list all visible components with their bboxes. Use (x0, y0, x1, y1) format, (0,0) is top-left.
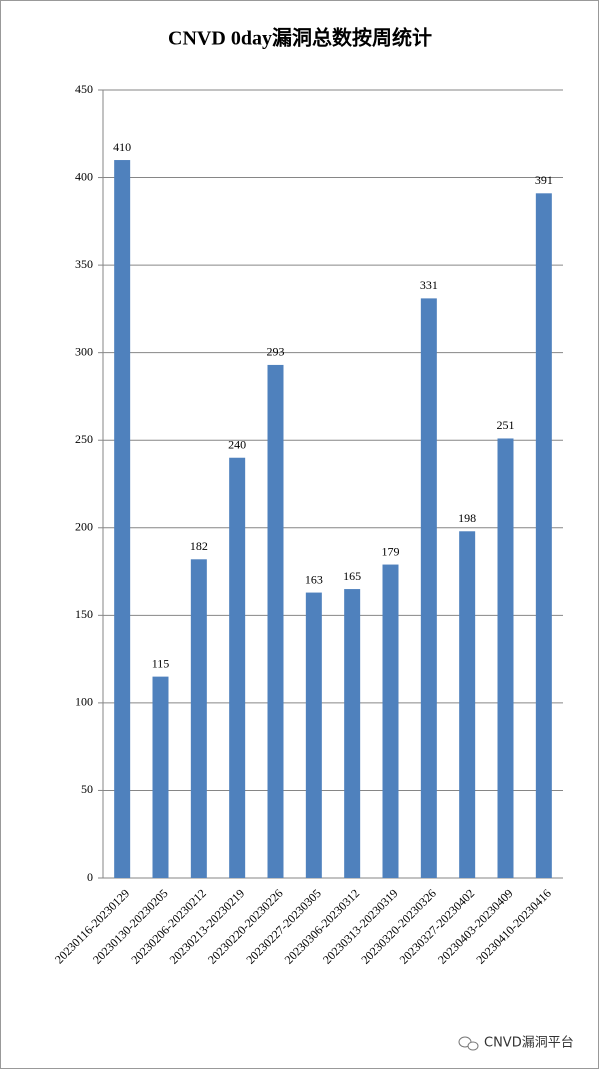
watermark: CNVD漏洞平台 (484, 1035, 574, 1051)
bar (459, 531, 476, 878)
bar (535, 193, 552, 878)
bar (344, 589, 361, 878)
value-label: 391 (535, 173, 553, 187)
y-tick-label: 50 (81, 782, 93, 796)
y-tick-label: 200 (75, 520, 93, 534)
bar (497, 438, 514, 878)
y-tick-label: 400 (75, 169, 93, 183)
y-tick-label: 150 (75, 607, 93, 621)
y-tick-label: 300 (75, 344, 93, 358)
value-label: 115 (152, 656, 170, 670)
value-label: 240 (228, 437, 246, 451)
bar (190, 559, 207, 878)
y-tick-label: 350 (75, 257, 93, 271)
value-label: 165 (343, 569, 361, 583)
bar (420, 298, 437, 879)
value-label: 251 (497, 418, 515, 432)
value-label: 410 (113, 140, 131, 154)
value-label: 179 (382, 544, 400, 558)
bar (267, 364, 284, 878)
bar (382, 564, 399, 878)
value-label: 182 (190, 539, 208, 553)
value-label: 163 (305, 572, 323, 586)
chart-title: CNVD 0day漏洞总数按周统计 (168, 26, 432, 50)
bar (152, 676, 169, 878)
y-tick-label: 250 (75, 432, 93, 446)
watermark-icon (458, 1036, 479, 1051)
value-label: 331 (420, 278, 438, 292)
bar (229, 457, 246, 878)
bar (114, 160, 131, 879)
y-tick-label: 450 (75, 82, 93, 96)
y-tick-label: 100 (75, 695, 93, 709)
y-tick-label: 0 (87, 870, 93, 884)
bar (305, 592, 322, 878)
value-label: 198 (458, 511, 476, 525)
value-label: 293 (267, 345, 285, 359)
